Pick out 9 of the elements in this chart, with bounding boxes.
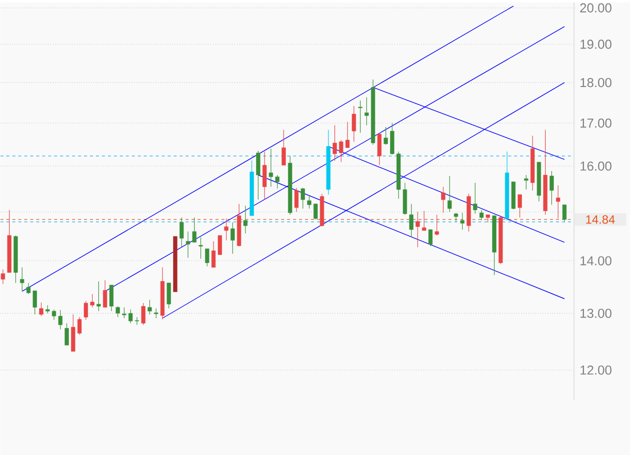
y-tick-label: 18.00 xyxy=(580,78,612,88)
y-tick-label: 14.00 xyxy=(580,256,612,266)
y-tick-label: 12.00 xyxy=(580,365,612,375)
y-tick-label: 16.00 xyxy=(580,161,612,171)
ref-line-label: 14.84 xyxy=(586,215,615,224)
y-tick-label: 13.00 xyxy=(580,308,612,318)
y-tick-label: 20.00 xyxy=(580,3,612,12)
y-tick-label: 19.00 xyxy=(580,40,612,49)
y-tick-label: 17.00 xyxy=(580,118,612,128)
